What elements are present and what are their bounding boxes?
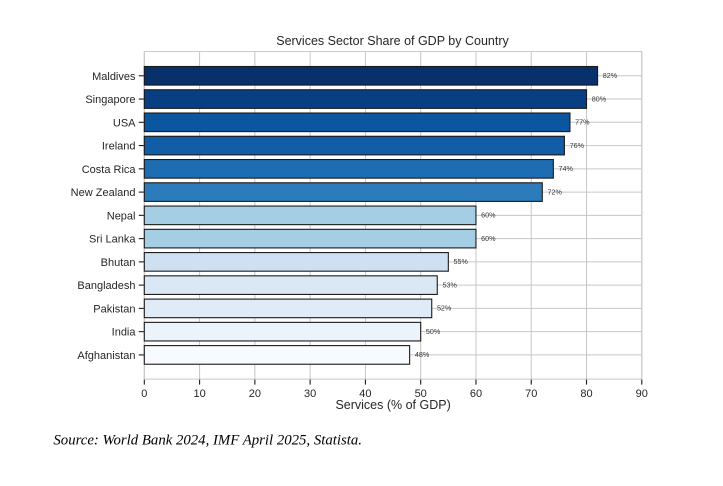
svg-text:76%: 76%	[570, 141, 585, 150]
svg-text:New Zealand: New Zealand	[71, 187, 136, 199]
svg-text:50%: 50%	[426, 327, 441, 336]
svg-text:70: 70	[525, 388, 537, 400]
svg-text:60%: 60%	[481, 234, 496, 243]
svg-text:74%: 74%	[559, 164, 574, 173]
svg-text:80: 80	[580, 388, 592, 400]
svg-text:20: 20	[249, 388, 261, 400]
svg-text:52%: 52%	[437, 304, 452, 313]
svg-text:Ireland: Ireland	[102, 141, 136, 153]
svg-text:Bhutan: Bhutan	[101, 257, 136, 269]
svg-text:Pakistan: Pakistan	[93, 303, 135, 315]
svg-text:82%: 82%	[603, 71, 618, 80]
svg-text:Nepal: Nepal	[107, 210, 136, 222]
svg-text:Maldives: Maldives	[92, 71, 136, 83]
svg-text:55%: 55%	[454, 257, 469, 266]
svg-text:30: 30	[304, 388, 316, 400]
svg-text:0: 0	[141, 388, 147, 400]
svg-text:48%: 48%	[415, 350, 430, 359]
svg-text:Afghanistan: Afghanistan	[77, 350, 135, 362]
svg-text:60: 60	[470, 388, 482, 400]
svg-text:Costa Rica: Costa Rica	[82, 164, 137, 176]
svg-text:72%: 72%	[548, 187, 563, 196]
svg-text:Services Sector Share of GDP b: Services Sector Share of GDP by Country	[276, 34, 509, 48]
svg-text:Singapore: Singapore	[85, 94, 135, 106]
svg-text:Services (% of GDP): Services (% of GDP)	[335, 398, 450, 412]
svg-text:10: 10	[193, 388, 205, 400]
svg-text:90: 90	[636, 388, 648, 400]
svg-text:80%: 80%	[592, 94, 607, 103]
svg-text:India: India	[112, 327, 137, 339]
svg-text:Source: World Bank 2024, IMF A: Source: World Bank 2024, IMF April 2025,…	[53, 433, 362, 449]
svg-text:USA: USA	[113, 117, 136, 129]
svg-text:50: 50	[415, 388, 427, 400]
svg-text:40: 40	[359, 388, 371, 400]
svg-text:60%: 60%	[481, 211, 496, 220]
svg-text:Sri Lanka: Sri Lanka	[89, 234, 136, 246]
svg-text:77%: 77%	[575, 118, 590, 127]
svg-text:Bangladesh: Bangladesh	[77, 280, 135, 292]
svg-text:53%: 53%	[442, 280, 457, 289]
